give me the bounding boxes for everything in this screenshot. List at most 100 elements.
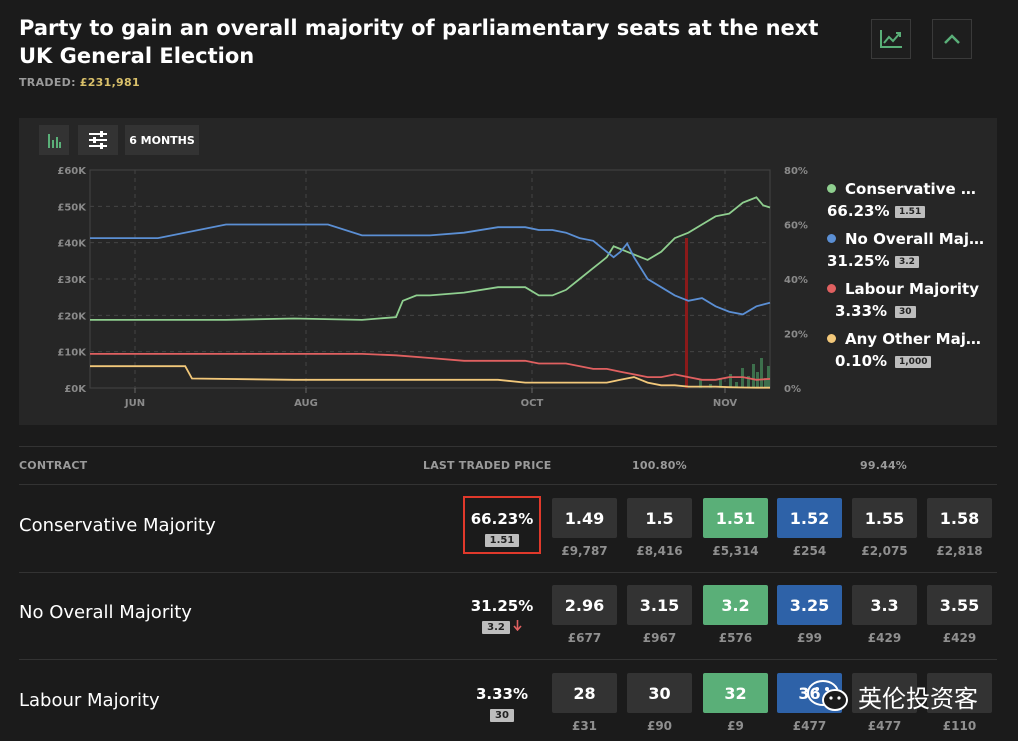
- lay-price-cell[interactable]: £110: [927, 673, 992, 733]
- price-button[interactable]: 3.3: [852, 585, 917, 625]
- ltp-price-badge: 1.51: [484, 534, 520, 547]
- price-button[interactable]: 1.49: [552, 498, 617, 538]
- ltp-percent: 3.33%: [475, 685, 529, 703]
- divider: [19, 484, 997, 485]
- row-divider: [19, 572, 997, 573]
- traded-label: TRADED:: [19, 76, 76, 89]
- legend-price-badge: 3.2: [895, 256, 919, 268]
- price-button[interactable]: 28: [552, 673, 617, 713]
- ltp-header: LAST TRADED PRICE: [423, 459, 552, 472]
- contract-name[interactable]: Conservative Majority: [19, 515, 216, 536]
- back-price-cell[interactable]: 1.49 £9,787: [552, 498, 617, 558]
- available-volume: £2,075: [861, 544, 908, 558]
- price-button[interactable]: 30: [627, 673, 692, 713]
- contract-header: CONTRACT: [19, 459, 88, 472]
- price-button[interactable]: 1.52: [777, 498, 842, 538]
- contract-name[interactable]: Labour Majority: [19, 690, 160, 711]
- available-volume: £110: [942, 719, 977, 733]
- watermark-text: 英伦投资客: [858, 684, 978, 713]
- price-button[interactable]: 1.5: [627, 498, 692, 538]
- row-divider: [19, 659, 997, 660]
- lay-price-cell[interactable]: £477: [852, 673, 917, 733]
- lay-price-cell[interactable]: 3.25 £99: [777, 585, 842, 645]
- ltp-price-badge: 3.2: [482, 621, 510, 634]
- available-volume: £90: [646, 719, 673, 733]
- available-volume: £429: [867, 631, 902, 645]
- lay-price-cell[interactable]: 3.55 £429: [927, 585, 992, 645]
- volume-bar: [747, 376, 750, 388]
- price-button[interactable]: [852, 673, 917, 713]
- x-tick-label: NOV: [713, 398, 738, 409]
- lay-price-cell[interactable]: 1.58 £2,818: [927, 498, 992, 558]
- line-chart-icon: [880, 30, 902, 48]
- legend-price-badge: 1,000: [895, 356, 932, 368]
- available-volume: £677: [567, 631, 602, 645]
- back-price-cell[interactable]: 3.2 £576: [703, 585, 768, 645]
- legend-price-badge: 30: [895, 306, 916, 318]
- ltp-price-badge: 30: [490, 709, 514, 722]
- x-tick-label: OCT: [521, 398, 544, 409]
- back-price-cell[interactable]: 32 £9: [703, 673, 768, 733]
- range-6-months-button[interactable]: 6 MONTHS: [125, 125, 199, 155]
- legend-item[interactable]: Labour Majority 3.33% 30: [827, 280, 987, 330]
- collapse-button[interactable]: [932, 19, 972, 59]
- legend-label: No Overall Majority: [845, 230, 985, 248]
- y-right-tick: 60%: [784, 221, 808, 232]
- volume-bar: [760, 358, 763, 388]
- price-button[interactable]: 1.58: [927, 498, 992, 538]
- lay-price-cell[interactable]: 1.52 £254: [777, 498, 842, 558]
- ltp-percent: 31.25%: [470, 597, 534, 615]
- price-button[interactable]: 3.25: [777, 585, 842, 625]
- lay-price-cell[interactable]: 1.55 £2,075: [852, 498, 917, 558]
- available-volume: £9,787: [561, 544, 608, 558]
- volume-bar: [719, 378, 722, 388]
- market-title: Party to gain an overall majority of par…: [19, 16, 819, 68]
- y-left-tick: £50K: [57, 202, 87, 213]
- legend-price-badge: 1.51: [895, 206, 926, 218]
- legend-item[interactable]: No Overall Majority 31.25% 3.2: [827, 230, 987, 280]
- y-left-tick: £60K: [57, 166, 87, 177]
- bar-chart-button[interactable]: [39, 125, 69, 155]
- last-traded-price: 66.23% 1.51: [463, 496, 541, 554]
- available-volume: £429: [942, 631, 977, 645]
- available-volume: £477: [792, 719, 827, 733]
- back-price-cell[interactable]: 30 £90: [627, 673, 692, 733]
- price-button[interactable]: 1.51: [703, 498, 768, 538]
- back-price-cell[interactable]: 28 £31: [552, 673, 617, 733]
- back-price-cell[interactable]: 2.96 £677: [552, 585, 617, 645]
- price-button[interactable]: [927, 673, 992, 713]
- series-line: [90, 365, 770, 389]
- x-tick-label: AUG: [294, 398, 318, 409]
- legend-label: Labour Majority: [845, 280, 980, 298]
- settings-button[interactable]: [78, 125, 118, 155]
- price-button[interactable]: 32: [703, 673, 768, 713]
- y-left-tick: £20K: [57, 311, 87, 322]
- back-price-cell[interactable]: 1.51 £5,314: [703, 498, 768, 558]
- series-line: [90, 223, 771, 316]
- lay-price-cell[interactable]: 3.3 £429: [852, 585, 917, 645]
- chart-toggle-button[interactable]: [871, 19, 911, 59]
- legend-item[interactable]: Conservative Majority 66.23% 1.51: [827, 180, 987, 230]
- x-tick-label: JUN: [124, 398, 145, 409]
- volume-bar: [767, 366, 770, 388]
- price-button[interactable]: 2.96: [552, 585, 617, 625]
- legend-name: No Overall Majority: [827, 230, 985, 248]
- traded-volume: TRADED: £231,981: [19, 76, 839, 89]
- watermark: 英伦投资客: [806, 668, 1006, 724]
- back-overround: 100.80%: [632, 459, 687, 472]
- legend-label: Conservative Majority: [845, 180, 985, 198]
- price-button[interactable]: 1.55: [852, 498, 917, 538]
- back-price-cell[interactable]: 3.15 £967: [627, 585, 692, 645]
- price-button[interactable]: 3.55: [927, 585, 992, 625]
- contract-name[interactable]: No Overall Majority: [19, 602, 192, 623]
- y-right-tick: 20%: [784, 330, 808, 341]
- y-left-tick: £10K: [57, 348, 87, 359]
- volume-bar: [764, 378, 767, 388]
- back-price-cell[interactable]: 1.5 £8,416: [627, 498, 692, 558]
- price-chart: £60K £50K £40K £30K £20K £10K £0K 80% 60% 40% 20% 0…: [57, 166, 808, 409]
- legend-item[interactable]: Any Other Majority 0.10% 1,000: [827, 330, 987, 380]
- legend-pct: 3.33%: [835, 302, 888, 320]
- price-button[interactable]: 3.15: [627, 585, 692, 625]
- legend-name: Any Other Majority: [827, 330, 985, 348]
- price-button[interactable]: 3.2: [703, 585, 768, 625]
